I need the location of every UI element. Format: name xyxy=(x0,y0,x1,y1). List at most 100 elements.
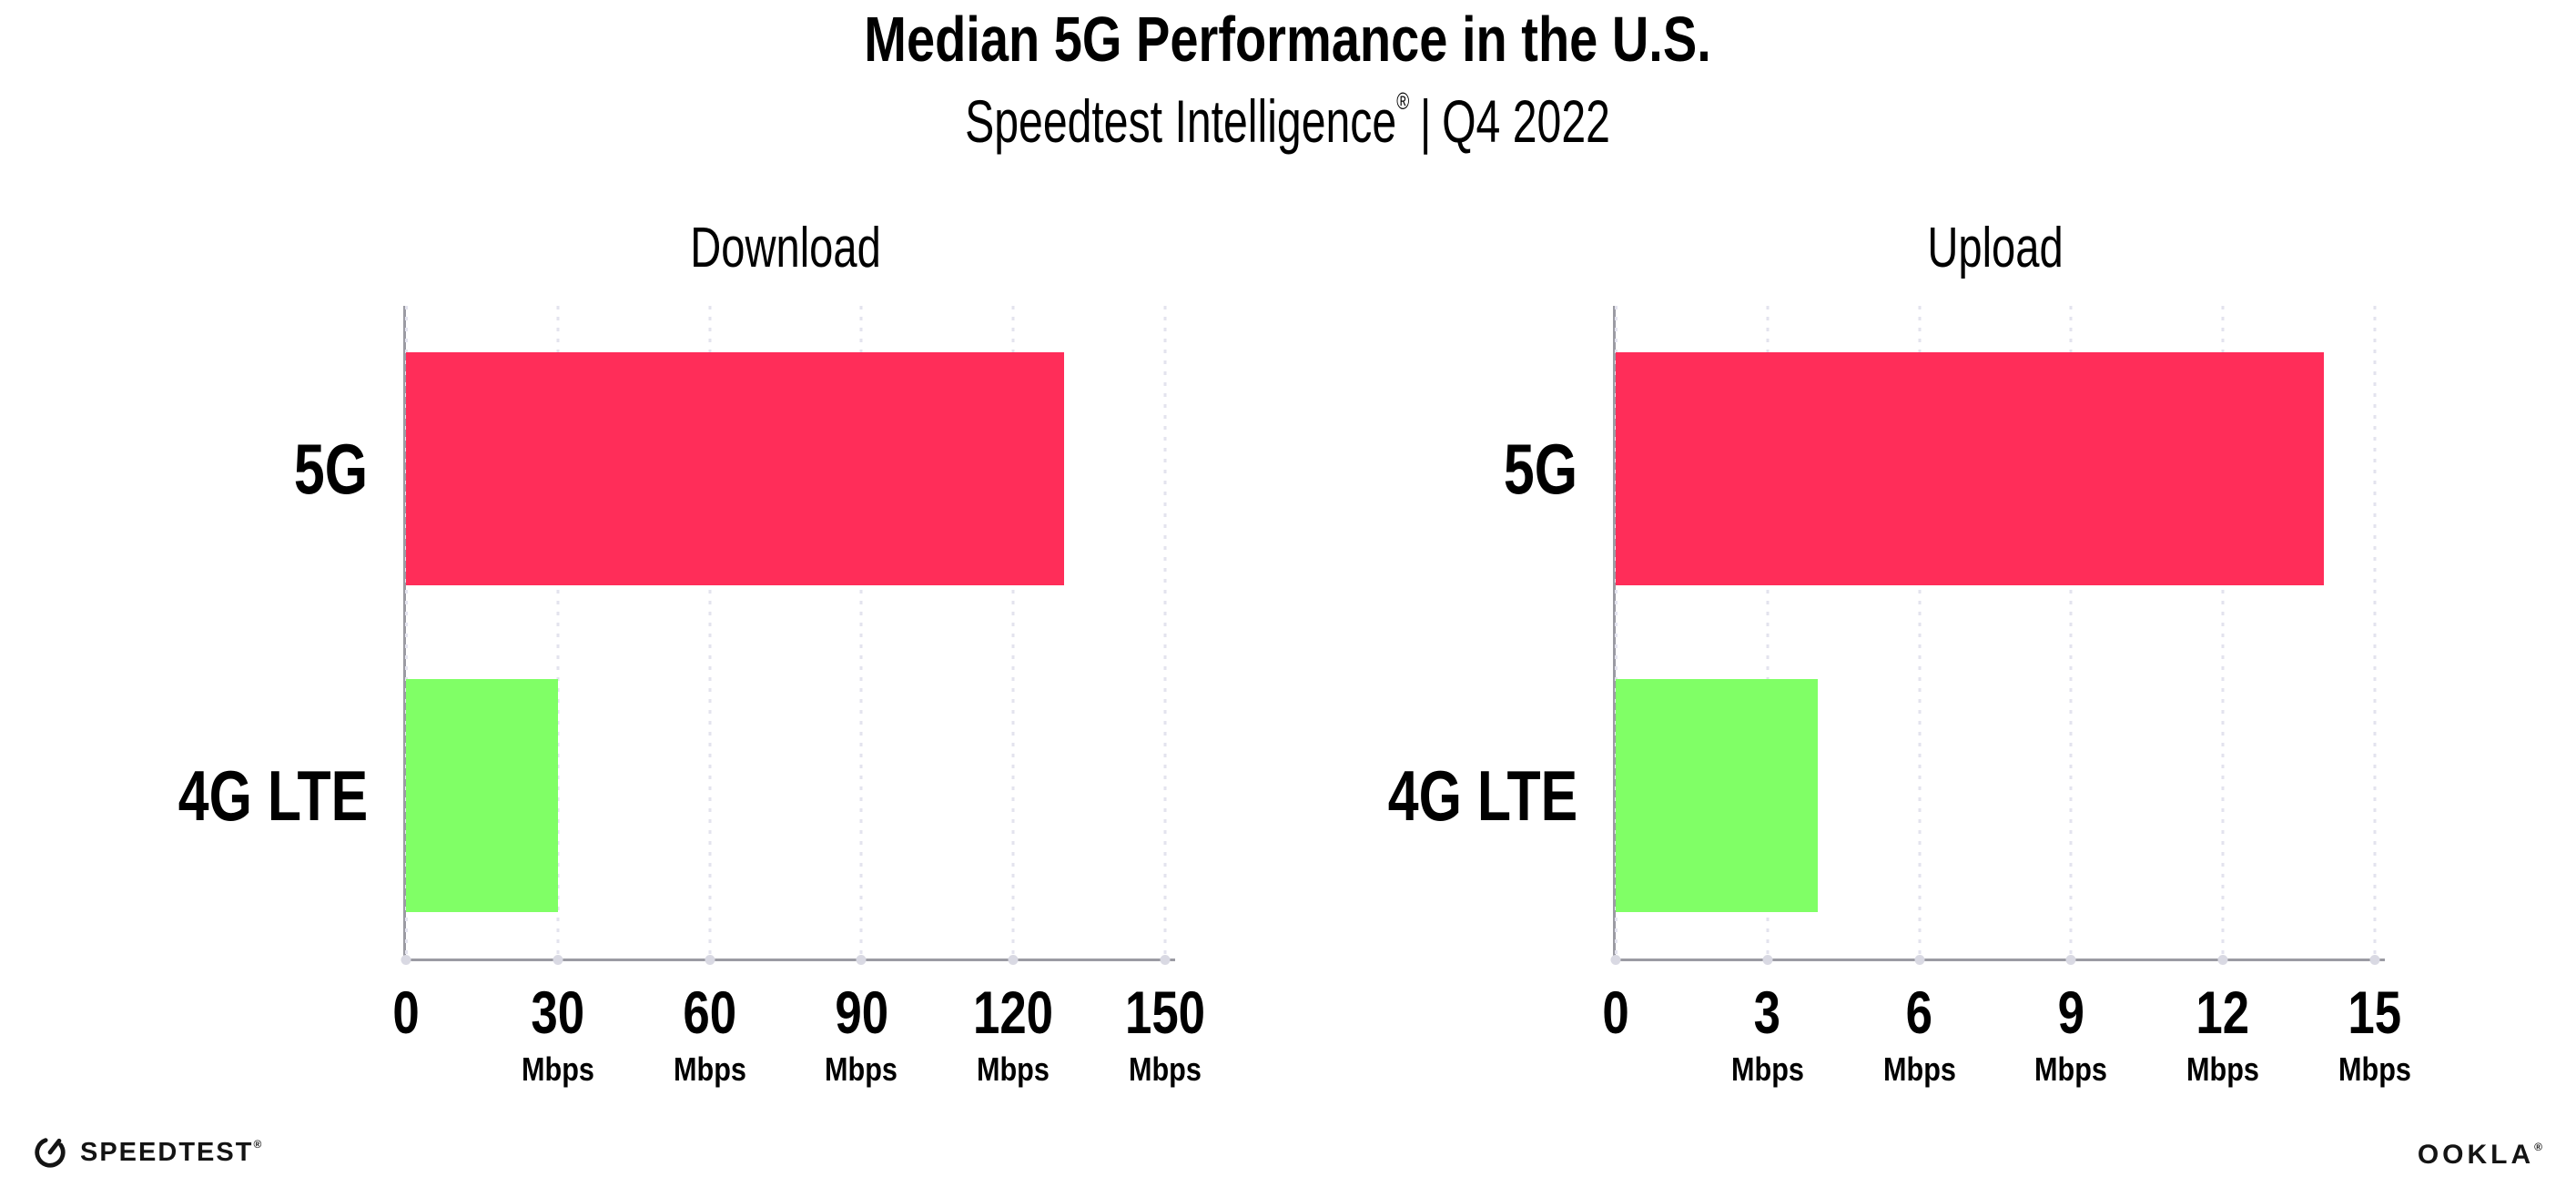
x-tick-value: 120 xyxy=(963,982,1063,1042)
x-tick-unit-text: Mbps xyxy=(825,1050,898,1088)
chart-title-text: Upload xyxy=(1927,217,2064,279)
download-chart-title: Download xyxy=(660,220,911,277)
tick-dot-150 xyxy=(1160,955,1171,965)
speedtest-registered-mark: ® xyxy=(253,1137,264,1151)
x-tick-value-text: 150 xyxy=(1124,979,1206,1046)
bar-row-4g-lte: 4G LTE xyxy=(178,633,1165,959)
bar-row-5g: 5G xyxy=(294,306,1165,633)
x-tick-unit: Mbps xyxy=(1877,1053,1962,1086)
x-tick-unit: Mbps xyxy=(1115,1053,1215,1086)
bar-row-4g-lte: 4G LTE xyxy=(1388,633,2375,959)
tick-dot-6 xyxy=(1914,955,1925,965)
tick-dot-3 xyxy=(1762,955,1773,965)
tick-dot-90 xyxy=(856,955,867,965)
upload-chart: Upload 0 3 Mbps 6 Mbps 9 Mbps 12 Mbps 15 Mbps 5G 4G L… xyxy=(1388,220,2411,1086)
x-tick-120: 120 Mbps xyxy=(963,982,1063,1086)
bar-5g xyxy=(1616,352,2325,586)
x-tick-3: 3 Mbps xyxy=(1725,982,1810,1086)
page-title: Median 5G Performance in the U.S. xyxy=(0,7,2576,71)
x-tick-unit-text: Mbps xyxy=(2186,1050,2260,1088)
ookla-registered-mark: ® xyxy=(2534,1141,2546,1153)
x-tick-value-text: 0 xyxy=(1602,979,1629,1046)
x-tick-value: 6 xyxy=(1877,982,1962,1042)
x-tick-unit: Mbps xyxy=(515,1053,601,1086)
ookla-wordmark: OOKLA xyxy=(2417,1140,2535,1170)
x-tick-unit: Mbps xyxy=(2180,1053,2266,1086)
x-tick-0: 0 xyxy=(390,982,423,1042)
gridline-30 xyxy=(556,306,560,959)
subtitle-separator: | xyxy=(1420,87,1432,155)
x-tick-unit: Mbps xyxy=(2332,1053,2418,1086)
x-tick-value: 60 xyxy=(667,982,753,1042)
tick-dot-120 xyxy=(1008,955,1019,965)
x-tick-value-text: 15 xyxy=(2348,979,2402,1046)
x-tick-12: 12 Mbps xyxy=(2180,982,2266,1086)
x-tick-9: 9 Mbps xyxy=(2028,982,2114,1086)
x-tick-unit: Mbps xyxy=(667,1053,753,1086)
x-tick-value: 9 xyxy=(2028,982,2114,1042)
tick-dot-0 xyxy=(1610,955,1621,965)
tick-dot-15 xyxy=(2369,955,2380,965)
gauge-icon xyxy=(35,1138,66,1168)
page-title-text: Median 5G Performance in the U.S. xyxy=(864,4,1712,75)
x-tick-value-text: 120 xyxy=(973,979,1054,1046)
x-tick-value-text: 12 xyxy=(2196,979,2250,1046)
x-tick-unit-text: Mbps xyxy=(1129,1050,1202,1088)
x-tick-unit-text: Mbps xyxy=(521,1050,594,1088)
x-tick-value-text: 30 xyxy=(531,979,585,1046)
x-tick-30: 30 Mbps xyxy=(515,982,601,1086)
gridline-15 xyxy=(2373,306,2377,959)
x-tick-value: 0 xyxy=(390,982,423,1042)
x-tick-unit-text: Mbps xyxy=(2338,1050,2411,1088)
x-tick-unit: Mbps xyxy=(818,1053,904,1086)
x-tick-150: 150 Mbps xyxy=(1115,982,1215,1086)
gridline-6 xyxy=(1918,306,1922,959)
bar-row-5g: 5G xyxy=(1504,306,2375,633)
x-tick-0: 0 xyxy=(1599,982,1633,1042)
x-tick-value: 30 xyxy=(515,982,601,1042)
row-label-text: 5G xyxy=(293,429,368,510)
row-label-text: 4G LTE xyxy=(177,755,368,836)
row-label-5g: 5G xyxy=(1483,433,1577,504)
x-tick-value: 150 xyxy=(1115,982,1215,1042)
x-tick-unit: Mbps xyxy=(1725,1053,1810,1086)
gridline-12 xyxy=(2221,306,2225,959)
bar-5g xyxy=(406,352,1064,586)
gridline-3 xyxy=(1766,306,1770,959)
x-tick-unit: Mbps xyxy=(963,1053,1063,1086)
x-tick-60: 60 Mbps xyxy=(667,982,753,1086)
x-tick-value-text: 6 xyxy=(1905,979,1933,1046)
tick-dot-12 xyxy=(2217,955,2228,965)
x-tick-value-text: 0 xyxy=(392,979,420,1046)
gridline-90 xyxy=(859,306,863,959)
speedtest-logo: SPEEDTEST® xyxy=(33,1132,263,1172)
row-label-5g: 5G xyxy=(273,433,368,504)
x-tick-value-text: 60 xyxy=(683,979,736,1046)
chart-title-text: Download xyxy=(690,217,881,279)
x-axis-line xyxy=(403,959,1175,961)
x-tick-unit-text: Mbps xyxy=(673,1050,746,1088)
row-label-text: 5G xyxy=(1503,429,1577,510)
tick-dot-0 xyxy=(401,955,411,965)
x-tick-90: 90 Mbps xyxy=(818,982,904,1086)
tick-dot-9 xyxy=(2065,955,2076,965)
row-label-4g-lte: 4G LTE xyxy=(1334,760,1577,831)
x-tick-15: 15 Mbps xyxy=(2332,982,2418,1086)
page-subtitle: Speedtest Intelligence® | Q4 2022 xyxy=(0,89,2576,151)
x-tick-6: 6 Mbps xyxy=(1877,982,1962,1086)
bar-4g-lte xyxy=(406,678,558,912)
gridline-0 xyxy=(1614,306,1618,959)
ookla-logo: OOKLA® xyxy=(2418,1140,2546,1171)
speedtest-wordmark: SPEEDTEST xyxy=(80,1137,254,1167)
x-tick-value: 12 xyxy=(2180,982,2266,1042)
gridline-120 xyxy=(1011,306,1015,959)
upload-chart-title: Upload xyxy=(1906,220,2084,277)
x-tick-value: 90 xyxy=(818,982,904,1042)
subtitle-period: Q4 2022 xyxy=(1442,87,1611,155)
registered-mark: ® xyxy=(1396,87,1410,115)
row-label-text: 4G LTE xyxy=(1387,755,1577,836)
download-chart: Download 0 30 Mbps 60 Mbps 90 Mbps 120 Mbps 150 Mbp… xyxy=(178,220,1206,1086)
x-tick-unit: Mbps xyxy=(2028,1053,2114,1086)
x-tick-unit-text: Mbps xyxy=(1730,1050,1804,1088)
